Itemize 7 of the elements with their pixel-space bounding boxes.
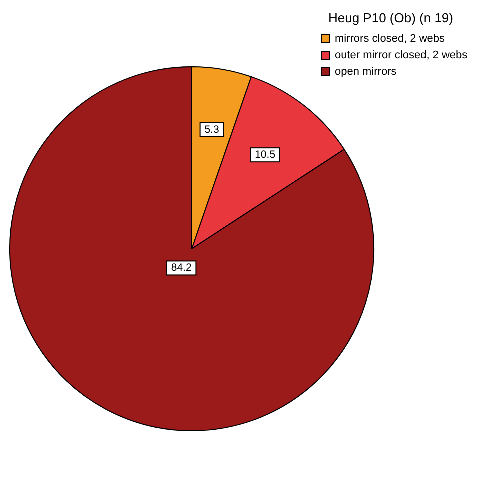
data-label: 84.2 xyxy=(171,262,192,274)
data-label: 10.5 xyxy=(255,149,276,162)
legend-label: mirrors closed, 2 webs xyxy=(335,33,446,45)
legend-label: open mirrors xyxy=(335,66,398,78)
legend-title: Heug P10 (Ob) (n 19) xyxy=(328,10,454,26)
legend-label: outer mirror closed, 2 webs xyxy=(335,50,468,62)
data-label: 5.3 xyxy=(204,124,220,136)
